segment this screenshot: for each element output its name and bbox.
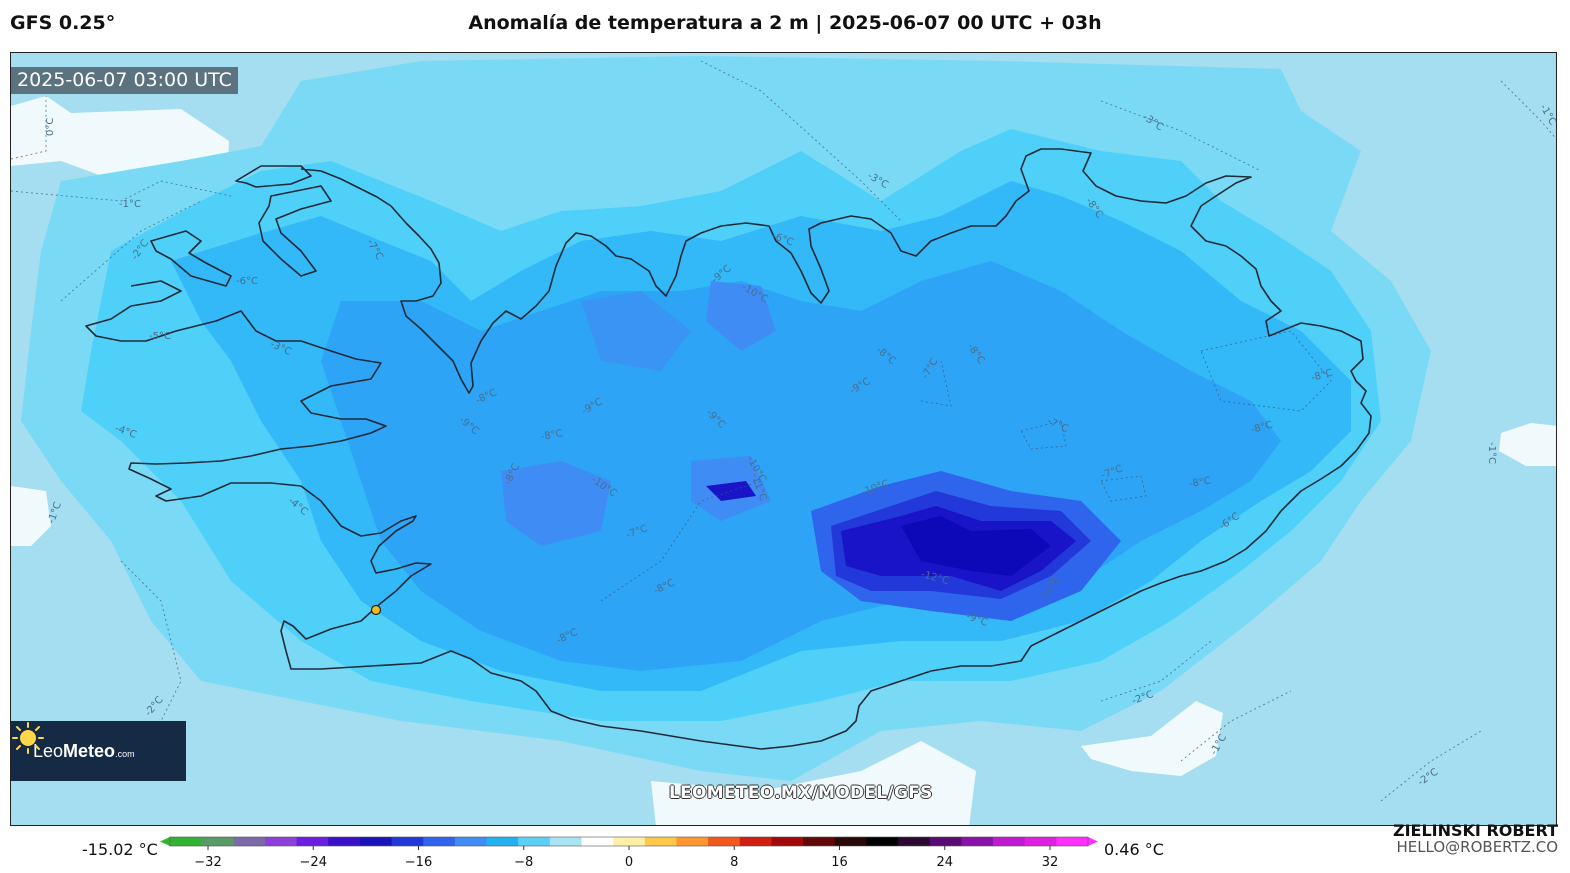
colorbar-segment bbox=[233, 837, 266, 846]
map-title: Anomalía de temperatura a 2 m | 2025-06-… bbox=[468, 12, 1102, 34]
station-marker bbox=[370, 604, 382, 616]
contour-minus1-se bbox=[1180, 690, 1292, 762]
colorbar-segment bbox=[328, 837, 361, 846]
contour-0 bbox=[11, 96, 47, 160]
sun-icon bbox=[12, 722, 44, 754]
contour-label: -5°C bbox=[149, 331, 171, 342]
anomaly-patch-minus10-w bbox=[501, 461, 611, 546]
zero-anomaly-patch-w bbox=[11, 486, 51, 546]
contour-label: 0°C bbox=[45, 118, 56, 136]
colorbar-min-label: -15.02 °C bbox=[82, 840, 158, 859]
colorbar-segment bbox=[454, 837, 488, 846]
colorbar-segment bbox=[1056, 837, 1089, 846]
contour-label: -8°C bbox=[1188, 475, 1212, 490]
zero-anomaly-patch-se bbox=[1081, 701, 1223, 776]
contour-label: -1°C bbox=[1486, 442, 1497, 464]
contour-minus7-e bbox=[1020, 420, 1067, 450]
colorbar-segment bbox=[676, 837, 709, 846]
colorbar-segment bbox=[834, 837, 867, 846]
colorbar-max-label: 0.46 °C bbox=[1104, 840, 1164, 859]
colorbar-segment bbox=[866, 837, 899, 846]
contour-minus2-w bbox=[60, 200, 202, 302]
anomaly-core-minus15 bbox=[901, 516, 1051, 576]
contour-minus2-se bbox=[1100, 640, 1212, 702]
author-email: HELLO@ROBERTZ.CO bbox=[1396, 838, 1558, 856]
colorbar: −32 −24 −16 −8 0 8 16 24 32 bbox=[160, 836, 1098, 870]
colorbar-segment bbox=[423, 837, 456, 846]
contour-minus2-ese bbox=[1380, 730, 1482, 802]
colorbar-segment bbox=[739, 837, 772, 846]
colorbar-tick-label: 0 bbox=[625, 855, 633, 870]
colorbar-segment bbox=[359, 837, 393, 846]
colorbar-segment bbox=[581, 837, 614, 846]
contour-minus9-n bbox=[920, 360, 952, 407]
contour-minus8-far-e bbox=[1200, 330, 1332, 412]
contour-label: -6°C bbox=[236, 276, 258, 287]
colorbar-segment bbox=[929, 837, 962, 846]
contour-label: -1°C bbox=[119, 199, 141, 210]
contour-label: -8°C bbox=[540, 428, 564, 443]
contour-label: -8°C bbox=[1250, 420, 1274, 436]
colorbar-segment bbox=[644, 837, 677, 846]
anomaly-map-svg: 0°C -1°C -1°C -1°C -1°C -1°C -2°C -2°C -… bbox=[11, 53, 1556, 825]
colorbar-segment bbox=[391, 837, 424, 846]
colorbar-segment bbox=[708, 837, 741, 846]
colorbar-segment bbox=[170, 837, 203, 846]
colorbar-tick-label: −24 bbox=[300, 855, 327, 870]
author-credit: ZIELINSKI ROBERT HELLO@ROBERTZ.CO bbox=[1392, 821, 1558, 856]
colorbar-tick-label: −8 bbox=[514, 855, 533, 870]
contour-minus7-se bbox=[1100, 475, 1147, 502]
colorbar-arrow-right bbox=[1088, 837, 1098, 846]
iceland-coastline bbox=[85, 148, 1372, 750]
colorbar-segment bbox=[771, 837, 804, 846]
colorbar-segment bbox=[1024, 837, 1057, 846]
colorbar-tick-label: −16 bbox=[405, 855, 432, 870]
contour-minus1-e bbox=[1500, 80, 1556, 140]
logo-brand-light: Leo bbox=[33, 740, 64, 761]
colorbar-tick-label: −32 bbox=[194, 855, 221, 870]
colorbar-segment bbox=[993, 837, 1026, 846]
logo-domain: .com bbox=[115, 748, 135, 759]
colorbar-arrow-left bbox=[160, 837, 170, 846]
colorbar-segment bbox=[961, 837, 994, 846]
colorbar-tick-label: 24 bbox=[936, 855, 953, 870]
colorbar-segment bbox=[486, 837, 519, 846]
contour-lines bbox=[11, 60, 1556, 802]
colorbar-segment bbox=[264, 837, 298, 846]
watermark-url: LEOMETEO.MX/MODEL/GFS bbox=[669, 783, 933, 803]
contour-minus3-ne bbox=[1100, 100, 1262, 172]
contour-minus1-w bbox=[11, 180, 232, 202]
logo-wordmark: LeoMeteo.com bbox=[33, 741, 135, 762]
colorbar-segment bbox=[296, 837, 329, 846]
leometeo-logo[interactable]: LeoMeteo.com bbox=[11, 721, 186, 781]
model-label: GFS 0.25° bbox=[10, 12, 116, 34]
anomaly-patch-minus10-ne bbox=[581, 291, 691, 371]
colorbar-tick-label: 8 bbox=[730, 855, 738, 870]
colorbar-segment bbox=[898, 837, 931, 846]
zero-anomaly-patch-e bbox=[1499, 423, 1556, 466]
author-name: ZIELINSKI ROBERT bbox=[1392, 821, 1558, 840]
valid-time-badge: 2025-06-07 03:00 UTC bbox=[11, 67, 238, 94]
colorbar-segment bbox=[518, 837, 551, 846]
map-canvas[interactable]: 0°C -1°C -1°C -1°C -1°C -1°C -2°C -2°C -… bbox=[10, 52, 1557, 826]
contour-label: -8°C bbox=[1310, 368, 1334, 384]
colorbar-segment bbox=[549, 837, 583, 846]
colorbar-tick-label: 16 bbox=[831, 855, 848, 870]
colorbar-tick-label: 32 bbox=[1042, 855, 1059, 870]
anomaly-patch-minus10-n bbox=[706, 281, 776, 351]
colorbar-segment bbox=[803, 837, 836, 846]
logo-brand-bold: Meteo bbox=[63, 740, 116, 761]
contour-minus8-c bbox=[600, 480, 762, 602]
zero-anomaly-patch-s bbox=[651, 741, 976, 825]
colorbar-segment bbox=[613, 837, 646, 846]
colorbar-segment bbox=[201, 837, 234, 846]
